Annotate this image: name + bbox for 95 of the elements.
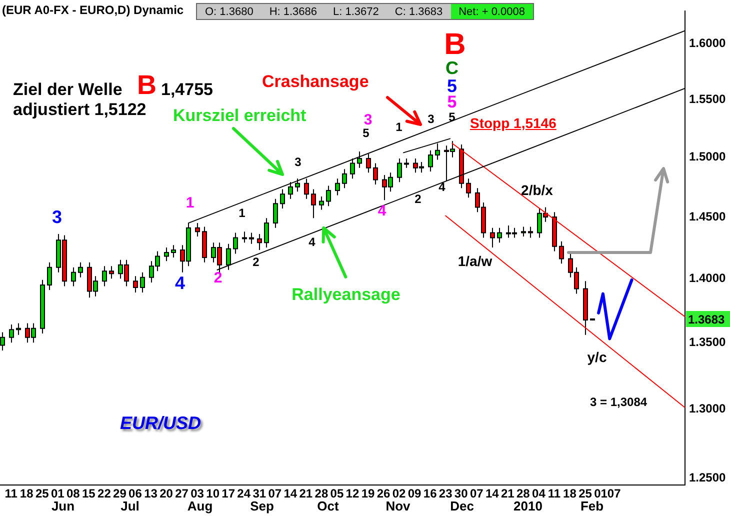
annotation: 1,4755 — [161, 80, 213, 99]
y-tick-label: 1.5500 — [689, 92, 726, 106]
x-tick-label: 01 — [594, 486, 608, 501]
x-tick-label: 20 — [160, 486, 174, 501]
annotation: C: 1.3683 — [394, 6, 444, 18]
text: Oct — [317, 498, 339, 514]
annotation: 1.3683 — [688, 312, 726, 326]
annotation: 4 — [174, 273, 186, 293]
annotation: Stopp 1,5146 — [470, 115, 556, 131]
x-tick-label: 31 — [252, 486, 266, 501]
text: Dec — [450, 498, 474, 514]
annotation: 3 — [428, 112, 434, 126]
text: 2010 — [514, 498, 542, 514]
y-tick-label: 1.4000 — [689, 270, 726, 285]
x-tick-label: 30 — [454, 486, 468, 501]
annotation: 4 — [308, 235, 316, 249]
x-tick-label: 10 — [206, 486, 220, 501]
x-tick-label: 16 — [423, 486, 438, 501]
annotation: Kursziel erreicht — [173, 106, 306, 125]
x-tick-label: 21 — [299, 486, 313, 501]
x-tick-label: 17 — [222, 486, 236, 501]
annotation: Ziel der Welle — [13, 80, 122, 99]
annotation: Crashansage — [262, 72, 369, 91]
text: Jul — [120, 498, 140, 514]
annotation: Net: + 0.0008 — [450, 4, 533, 19]
y-tick-label: 1.5000 — [689, 150, 726, 164]
x-tick-label: 14 — [485, 486, 500, 501]
annotation: L: 1.3672 — [332, 6, 380, 18]
annotation: 2 — [414, 192, 422, 206]
y-tick-label: 1.3500 — [689, 334, 726, 349]
annotation: 5 — [362, 126, 370, 140]
x-tick-label: 18 — [20, 486, 34, 501]
chart-title: (EUR A0-FX - EURO,D) Dynamic — [2, 3, 184, 17]
x-tick-label: 24 — [237, 486, 251, 501]
x-tick-label: 28 — [516, 486, 530, 501]
x-tick-label: 26 — [376, 486, 391, 501]
x-tick-label: 18 — [563, 486, 577, 501]
annotation: 2 — [214, 270, 222, 286]
x-tick-label: 22 — [98, 486, 112, 501]
y-tick-label: 1.4500 — [689, 209, 726, 224]
x-tick-label: 27 — [175, 486, 189, 501]
annotation: 1 — [396, 120, 402, 134]
annotation: 4 — [438, 180, 446, 194]
x-tick-label: 11 — [548, 486, 561, 501]
x-tick-label: 29 — [113, 486, 127, 501]
annotation: EUR/USD — [120, 413, 202, 433]
x-tick-label: 13 — [144, 486, 158, 501]
text: Feb — [580, 498, 604, 514]
text: Sep — [250, 498, 274, 514]
annotation: 2 — [252, 255, 260, 269]
x-tick-label: 14 — [284, 486, 298, 501]
annotation: 3 — [294, 155, 302, 169]
x-tick-label: 25 — [578, 486, 592, 501]
text: Jun — [51, 498, 75, 514]
x-tick-label: 09 — [408, 486, 422, 501]
y-tick-label: 1.2500 — [689, 470, 726, 484]
x-tick-label: 04 — [532, 486, 546, 501]
annotation: 2/b/x — [521, 182, 553, 198]
x-tick-label: 02 — [392, 486, 406, 501]
x-tick-label: 07 — [268, 486, 282, 501]
annotation: y/c — [587, 349, 607, 365]
annotation: 3 = 1,3084 — [590, 395, 648, 409]
x-tick-label: 19 — [361, 486, 375, 501]
annotation: 1 — [238, 206, 246, 220]
annotation: 3 — [364, 112, 372, 128]
x-tick-label: 06 — [128, 486, 142, 501]
x-tick-label: 07 — [607, 486, 622, 501]
annotation: H: 1.3686 — [268, 6, 318, 18]
annotation: Rallyeansage — [292, 284, 400, 304]
annotation: B — [444, 28, 466, 61]
annotation: 3 — [52, 207, 62, 227]
annotation: C — [446, 58, 458, 78]
x-tick-label: 28 — [314, 486, 328, 501]
x-tick-label: 03 — [190, 486, 204, 501]
annotation: O: 1.3680 — [204, 6, 254, 18]
text: Aug — [187, 498, 213, 514]
x-tick-label: 05 — [330, 486, 344, 501]
x-tick-label: 08 — [66, 486, 80, 501]
x-tick-label: 11 — [4, 486, 18, 501]
x-tick-label: 25 — [35, 486, 50, 501]
annotation: 5 — [448, 110, 456, 124]
annotation: adjustiert 1,5122 — [13, 100, 146, 119]
annotation: B — [137, 70, 156, 100]
x-tick-label: 21 — [500, 486, 515, 501]
x-tick-label: 01 — [50, 486, 65, 501]
text: Nov — [386, 498, 410, 514]
annotation: 1/a/w — [458, 253, 492, 269]
annotation: 4 — [378, 202, 386, 220]
x-tick-label: 15 — [82, 486, 96, 501]
y-tick-label: 1.3000 — [689, 401, 726, 416]
x-tick-label: 07 — [470, 486, 484, 501]
x-tick-label: 12 — [346, 486, 360, 501]
annotation: 1 — [186, 194, 194, 212]
x-tick-label: 23 — [438, 486, 453, 501]
y-tick-label: 1.6000 — [689, 36, 726, 50]
